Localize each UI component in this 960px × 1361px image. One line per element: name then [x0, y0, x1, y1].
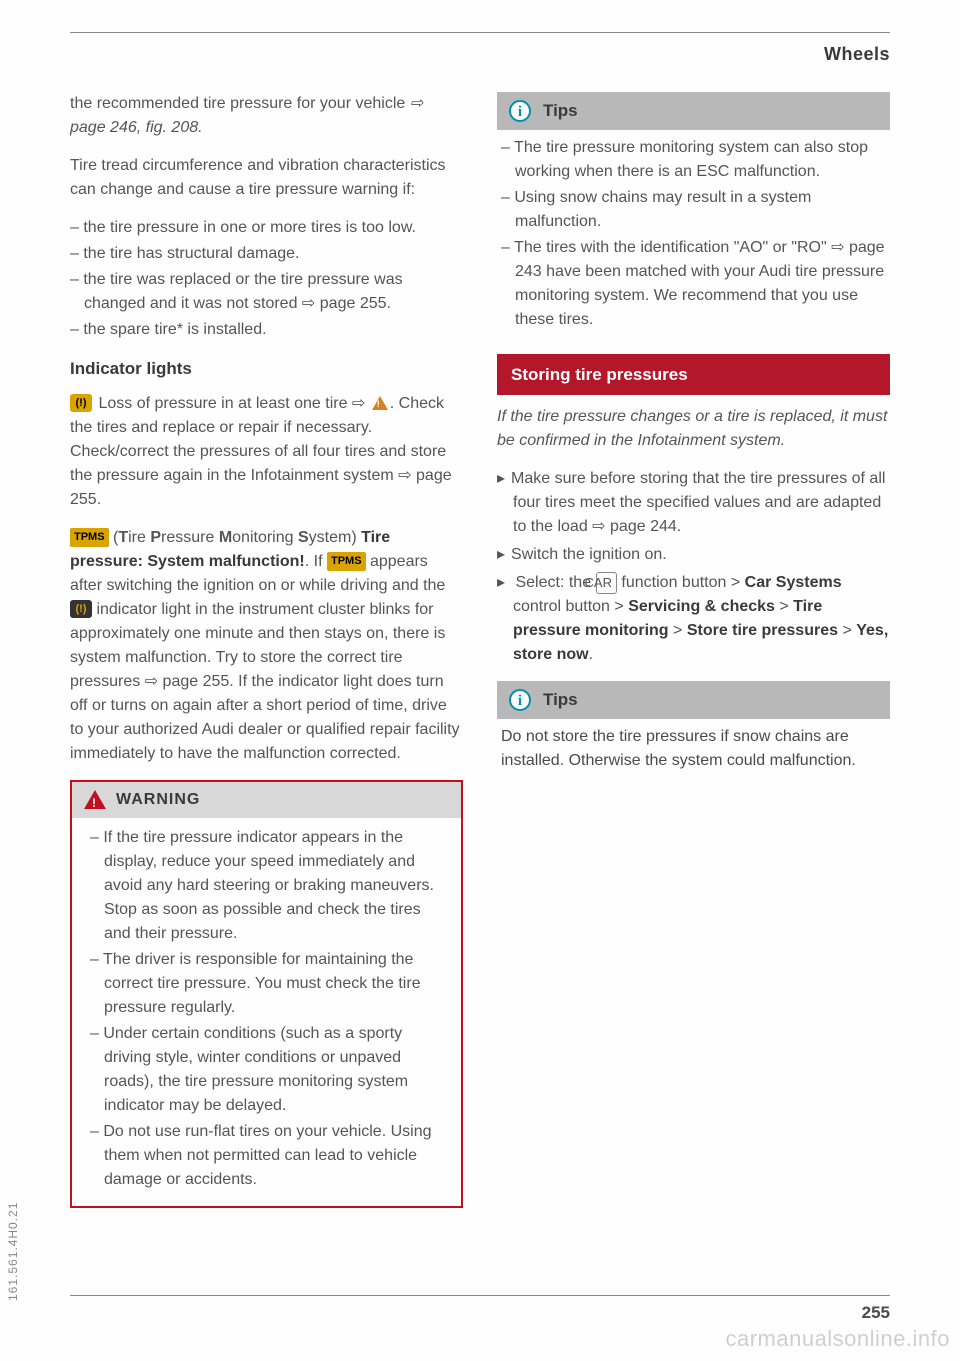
left-column: the recommended tire pressure for your v… — [70, 92, 463, 1208]
tips-item: – Using snow chains may result in a syst… — [501, 186, 886, 234]
section-title: Wheels — [70, 41, 890, 68]
warning-triangle-icon — [84, 790, 106, 809]
intro-text-1a: the recommended tire pressure for your v… — [70, 95, 405, 112]
tips-item: – The tire pressure monitoring system ca… — [501, 136, 886, 184]
tips-body: Do not store the tire pressures if snow … — [497, 719, 890, 777]
info-icon — [509, 100, 531, 122]
content-columns: the recommended tire pressure for your v… — [70, 92, 890, 1208]
tips-header: Tips — [497, 681, 890, 719]
proc3-stp: Store tire pressures — [687, 622, 838, 639]
storing-lead: If the tire pressure changes or a tire i… — [497, 405, 890, 453]
tips-header: Tips — [497, 92, 890, 130]
warning-header: WARNING — [72, 782, 461, 818]
proc3-sc: Servicing & checks — [628, 598, 775, 615]
warning-item: – Under certain conditions (such as a sp… — [90, 1022, 447, 1118]
info-icon — [509, 689, 531, 711]
proc3-cs: Car Systems — [745, 574, 842, 591]
proc3-a: Select: the — [515, 574, 595, 591]
ind2-b: ) — [351, 529, 361, 546]
watermark: carmanualsonline.info — [725, 1322, 950, 1355]
proc3-g: . — [589, 646, 593, 663]
cause-list: – the tire pressure in one or more tires… — [70, 216, 463, 342]
right-column: Tips – The tire pressure monitoring syst… — [497, 92, 890, 1208]
cause-item: – the tire was replaced or the tire pres… — [70, 268, 463, 316]
proc3-e: > — [669, 622, 687, 639]
proc2-text: Switch the ignition on. — [511, 546, 667, 563]
warning-item: – Do not use run-flat tires on your vehi… — [90, 1120, 447, 1192]
tips-label: Tips — [543, 687, 578, 713]
storing-pressures-heading: Storing tire pressures — [497, 354, 890, 396]
warning-box: WARNING – If the tire pressure indicator… — [70, 780, 463, 1208]
tips-body: – The tire pressure monitoring system ca… — [497, 130, 890, 338]
tpms-badge-icon: TPMS — [70, 528, 109, 547]
indicator-para-1: Loss of pressure in at least one tire ⇨ … — [70, 392, 463, 512]
side-document-code: 161.561.4H0.21 — [4, 1202, 22, 1301]
proc3-d: > — [775, 598, 793, 615]
indicator-lights-heading: Indicator lights — [70, 356, 463, 382]
tips-item: – The tires with the identification "AO"… — [501, 236, 886, 332]
warning-body: – If the tire pressure indicator appears… — [72, 818, 461, 1206]
intro-paragraph-1: the recommended tire pressure for your v… — [70, 92, 463, 140]
warning-item: – If the tire pressure indicator appears… — [90, 826, 447, 946]
cause-item: – the spare tire* is installed. — [70, 318, 463, 342]
warning-item: – The driver is responsible for maintain… — [90, 948, 447, 1020]
tire-pressure-dark-icon — [70, 600, 92, 618]
procedure-list: Make sure before storing that the tire p… — [497, 467, 890, 667]
ind1-text-a: Loss of pressure in at least one tire ⇨ — [98, 395, 369, 412]
page-number: 255 — [862, 1303, 890, 1322]
warning-label: WARNING — [116, 788, 200, 812]
proc1-text: Make sure before storing that the tire p… — [511, 470, 885, 535]
ind2-a: ( — [109, 529, 119, 546]
warning-triangle-icon — [372, 396, 388, 410]
procedure-step: Make sure before storing that the tire p… — [497, 467, 890, 539]
proc3-c: control button > — [513, 598, 628, 615]
cause-item: – the tire pressure in one or more tires… — [70, 216, 463, 240]
tips2-text: Do not store the tire pressures if snow … — [501, 725, 886, 773]
header-rule — [70, 32, 890, 33]
procedure-step: Select: the CAR function button > Car Sy… — [497, 571, 890, 667]
procedure-step: Switch the ignition on. — [497, 543, 890, 567]
tpms-badge-icon: TPMS — [327, 552, 366, 571]
car-button-icon: CAR — [596, 572, 617, 594]
tips-box-2: Tips Do not store the tire pressures if … — [497, 681, 890, 777]
ind2-c: . If — [305, 553, 327, 570]
page-footer: 255 — [70, 1295, 890, 1326]
proc3-f: > — [838, 622, 856, 639]
indicator-para-2: TPMS (Tire Pressure Monitoring System) T… — [70, 526, 463, 766]
tire-pressure-warning-icon — [70, 394, 92, 412]
tips-label: Tips — [543, 98, 578, 124]
tips-box-1: Tips – The tire pressure monitoring syst… — [497, 92, 890, 338]
cause-item: – the tire has structural damage. — [70, 242, 463, 266]
ind2-e: indicator light in the instrument cluste… — [70, 601, 460, 762]
proc3-b: function button > — [617, 574, 745, 591]
intro-paragraph-2: Tire tread circumference and vibration c… — [70, 154, 463, 202]
